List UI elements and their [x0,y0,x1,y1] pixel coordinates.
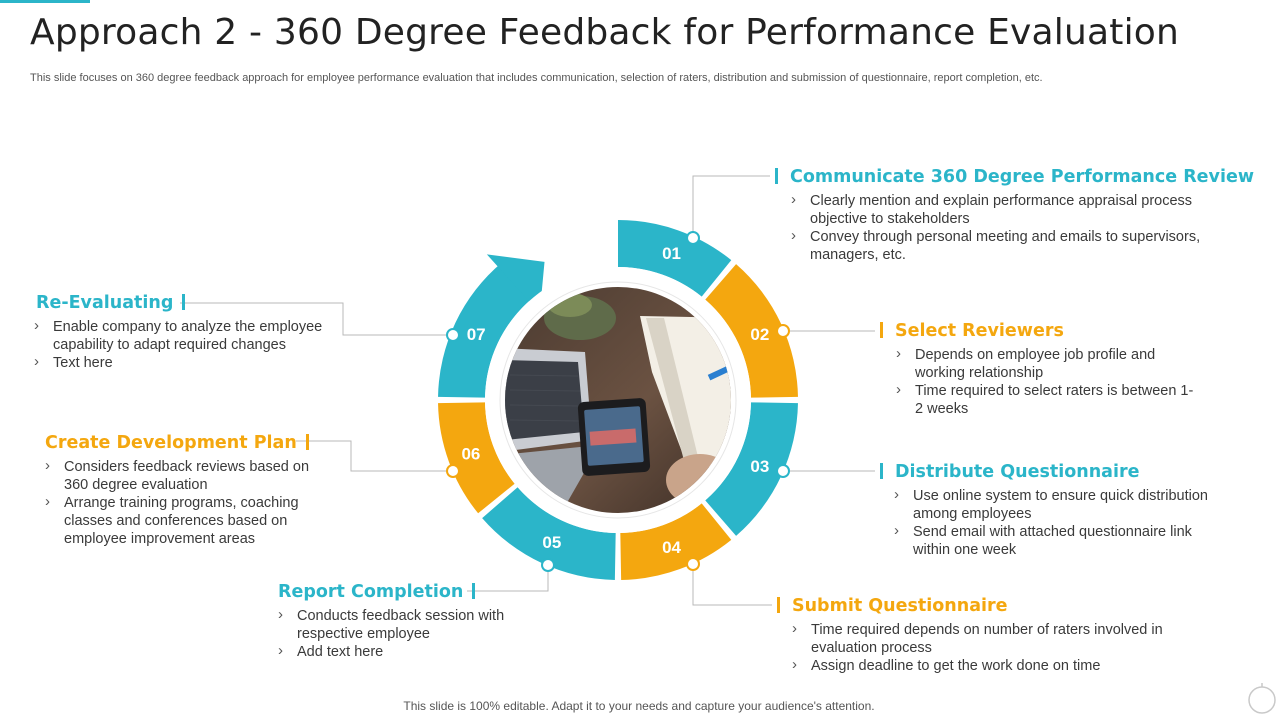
segment-03-label: 03 [750,457,769,476]
step-05-block: Report Completion Conducts feedback sess… [278,581,538,661]
segment-04 [620,503,732,580]
step-01-title: Communicate 360 Degree Performance Revie… [790,167,1254,187]
connector-dot-07 [446,328,460,342]
segment-03 [705,402,798,536]
segment-07 [438,262,533,398]
step-01-marker [775,168,778,184]
step-01-block: Communicate 360 Degree Performance Revie… [775,166,1254,264]
top-accent-line [0,0,90,3]
connector-lines [180,175,875,606]
segment-04-label: 04 [662,538,681,557]
slide-title: Approach 2 - 360 Degree Feedback for Per… [30,12,1180,53]
segment-05-label: 05 [542,533,561,552]
step-07-bullet-1: Enable company to analyze the employee c… [34,317,329,354]
step-07-title: Re-Evaluating [36,293,174,313]
step-06-bullet-1: Considers feedback reviews based on 360 … [45,457,313,494]
step-01-bullet-2: Convey through personal meeting and emai… [791,227,1205,264]
connector-07 [180,302,453,336]
step-05-bullet-2: Add text here [278,642,518,661]
slide-footer: This slide is 100% editable. Adapt it to… [403,699,875,713]
step-02-block: Select Reviewers Depends on employee job… [880,320,1200,418]
step-03-marker [880,463,883,479]
segment-07-label: 07 [467,325,486,344]
connector-01 [692,175,770,238]
step-03-bullet-1: Use online system to ensure quick distri… [894,486,1224,523]
step-02-title: Select Reviewers [895,321,1064,341]
cycle-arrowhead [486,254,545,314]
step-02-bullet-2: Time required to select raters is betwee… [896,381,1196,418]
step-03-block: Distribute Questionnaire Use online syst… [880,461,1225,559]
connector-04 [692,564,772,606]
segment-02-label: 02 [750,325,769,344]
connector-dot-03 [776,464,790,478]
segment-02 [705,264,798,398]
step-02-bullet-1: Depends on employee job profile and work… [896,345,1196,382]
step-07-block: Re-Evaluating Enable company to analyze … [34,292,334,372]
step-05-title: Report Completion [278,582,464,602]
step-07-bullet-2: Text here [34,353,329,372]
step-05-bullet-1: Conducts feedback session with respectiv… [278,606,518,643]
step-03-bullet-2: Send email with attached questionnaire l… [894,522,1224,559]
step-04-block: Submit Questionnaire Time required depen… [777,595,1177,675]
step-04-title: Submit Questionnaire [792,596,1008,616]
stopwatch-icon [1248,683,1276,714]
step-05-marker [472,583,476,599]
connector-dot-06 [446,464,460,478]
connector-06 [296,440,453,472]
segment-05 [482,487,616,580]
segment-06 [438,402,515,514]
step-06-title: Create Development Plan [45,433,297,453]
step-04-bullet-2: Assign deadline to get the work done on … [792,656,1177,675]
step-07-marker [182,294,186,310]
segment-01-label: 01 [662,244,681,263]
step-03-title: Distribute Questionnaire [895,462,1140,482]
connector-dot-05 [541,558,555,572]
step-02-marker [880,322,883,338]
step-06-marker [305,434,309,450]
step-04-marker [777,597,780,613]
step-06-block: Create Development Plan Considers feedba… [45,432,320,548]
connector-dot-02 [776,324,790,338]
segment-06-label: 06 [461,445,480,464]
step-06-bullet-2: Arrange training programs, coaching clas… [45,493,313,548]
connector-dot-04 [686,557,700,571]
center-photo [505,287,731,513]
connector-dot-01 [686,231,700,245]
connector-05 [467,565,549,592]
segment-01 [618,220,732,297]
step-04-bullet-1: Time required depends on number of rater… [792,620,1177,657]
slide-subtitle: This slide focuses on 360 degree feedbac… [30,72,1043,84]
step-01-bullet-1: Clearly mention and explain performance … [791,191,1205,228]
